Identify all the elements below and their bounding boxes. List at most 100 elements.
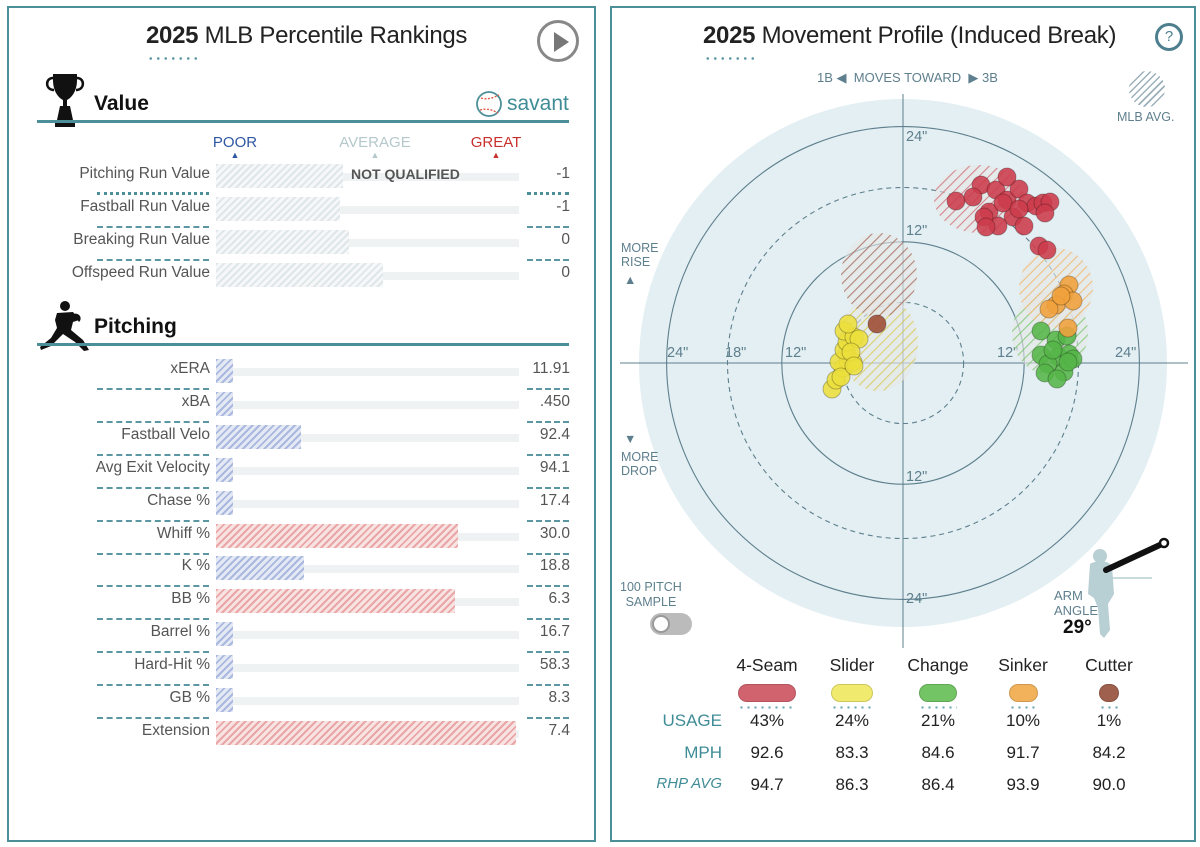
pitch-point-change [1043, 340, 1063, 360]
pitch-color-swatch[interactable] [738, 684, 796, 702]
percentile-row[interactable]: Barrel % 16.7 [9, 618, 598, 654]
percentile-row[interactable]: BB % 6.3 [9, 585, 598, 621]
pitch-color-swatch[interactable] [918, 684, 958, 702]
percentile-track [216, 697, 519, 705]
metric-value: .450 [539, 392, 570, 410]
triangle-up-icon: ▲ [230, 150, 240, 160]
metric-label: xERA [170, 360, 210, 377]
pitch-mph-value: 83.3 [835, 743, 869, 762]
percentile-row[interactable]: Avg Exit Velocity 94.1 [9, 454, 598, 489]
row-divider [527, 684, 569, 687]
row-divider [97, 453, 209, 456]
metric-label: Avg Exit Velocity [95, 458, 210, 476]
ring-label: 24" [906, 129, 927, 145]
metric-value: -1 [556, 197, 570, 215]
triangle-down-icon: ▼ [624, 432, 637, 446]
help-button[interactable]: ? [1155, 23, 1183, 51]
pitch-usage-value: 1% [1096, 711, 1122, 730]
movement-profile-panel: 2025 Movement Profile (Induced Break) ? … [610, 6, 1196, 842]
metric-label: Fastball Velo [121, 425, 210, 443]
percentile-row[interactable]: Fastball Run Value -1 [9, 193, 598, 228]
row-divider [527, 258, 569, 261]
mlb-avg-label: MLB AVG. [1117, 110, 1175, 124]
more-drop-label: ▼ MORE DROP [621, 432, 659, 478]
percentile-bar [216, 688, 233, 712]
movement-chart: 24" 18" 12" 12" 24" 24" 12" 12" 24" [620, 94, 1188, 648]
metric-label: Fastball Run Value [80, 197, 210, 215]
percentile-row[interactable]: GB % 8.3 [9, 684, 598, 719]
pitch-point-4-seam [997, 167, 1017, 187]
percentile-row[interactable]: Fastball Velo 92.4 [9, 421, 598, 456]
percentile-row[interactable]: Offspeed Run Value 0 [9, 259, 598, 292]
pitch-color-swatch[interactable] [1008, 684, 1038, 702]
sample-toggle[interactable] [650, 613, 692, 635]
pitch-point-4-seam [1009, 199, 1029, 219]
value-section-rule [37, 120, 569, 123]
percentile-bar [216, 556, 304, 581]
triangle-up-icon: ▲ [491, 150, 501, 160]
direction-1b: 1B [817, 70, 833, 85]
metric-value: 94.1 [539, 458, 570, 476]
ring-label: 12" [906, 223, 927, 239]
percentile-bar [216, 164, 344, 188]
ring-label: 12" [997, 345, 1018, 361]
pitch-color-swatch[interactable] [831, 684, 873, 702]
metric-value: 58.3 [539, 656, 570, 674]
percentile-row[interactable]: xERA 11.91 [9, 355, 598, 390]
metric-value: 7.4 [548, 721, 570, 739]
percentile-row[interactable]: Extension 7.4 [9, 717, 598, 750]
row-divider [97, 717, 209, 719]
metric-label: BB % [171, 590, 210, 608]
percentile-row[interactable]: Breaking Run Value 0 [9, 226, 598, 261]
pitch-type-header[interactable]: Sinker [998, 655, 1048, 675]
metric-label: Whiff % [156, 524, 210, 542]
scale-poor: POOR ▲ [190, 134, 280, 160]
percentile-bar [216, 359, 233, 383]
percentile-row[interactable]: xBA .450 [9, 388, 598, 423]
savant-logo[interactable]: savant [475, 90, 569, 118]
mph-row-label: MPH [684, 743, 722, 762]
row-divider [97, 651, 209, 654]
row-divider [527, 486, 569, 489]
percentile-bar [216, 490, 233, 515]
more-drop-line2: DROP [621, 464, 658, 478]
row-divider [97, 388, 209, 390]
pitch-type-header[interactable]: Change [907, 655, 969, 675]
row-divider [527, 453, 569, 456]
percentile-row[interactable]: K % 18.8 [9, 552, 598, 588]
pitch-point-slider [831, 367, 851, 387]
percentile-bar [216, 523, 459, 548]
pitch-type-header[interactable]: 4-Seam [736, 655, 798, 675]
pitch-type-header[interactable]: Cutter [1085, 655, 1133, 675]
sample-toggle-line1: 100 PITCH [620, 580, 682, 594]
percentile-row[interactable]: Whiff % 30.0 [9, 520, 598, 555]
play-button[interactable] [537, 20, 579, 62]
row-divider [97, 585, 209, 588]
pitch-point-4-seam [993, 193, 1013, 213]
percentile-row[interactable]: Hard-Hit % 58.3 [9, 651, 598, 687]
percentile-row[interactable]: Chase % 17.4 [9, 487, 598, 522]
percentile-bar [216, 229, 350, 254]
percentile-track [216, 466, 519, 475]
pitch-point-cutter [867, 314, 887, 334]
pitch-point-4-seam [963, 187, 983, 207]
pitch-point-4-seam [1009, 179, 1029, 199]
direction-3b: 3B [982, 70, 998, 85]
more-rise-line2: RISE [621, 255, 651, 269]
metric-value: -1 [556, 165, 570, 182]
pitch-point-sinker [1058, 318, 1078, 338]
arm-angle-label: ARM ANGLE [1054, 588, 1098, 618]
percentile-track [216, 499, 519, 508]
row-divider [527, 420, 569, 423]
pitch-underline [1008, 706, 1038, 709]
percentile-row[interactable]: Pitching Run Value -1 NOT QUALIFIED [9, 160, 598, 195]
pitch-underline [831, 706, 873, 709]
row-divider [97, 684, 209, 687]
pitch-type-header[interactable]: Slider [829, 655, 875, 675]
arm-angle-line1: ARM [1054, 588, 1083, 603]
pitch-color-swatch[interactable] [1098, 684, 1120, 702]
row-divider [527, 519, 569, 522]
direction-label: 1B ◀ MOVES TOWARD ▶ 3B [817, 70, 998, 86]
pitch-rhp-avg-value: 90.0 [1092, 775, 1126, 794]
percentile-track [216, 368, 519, 376]
